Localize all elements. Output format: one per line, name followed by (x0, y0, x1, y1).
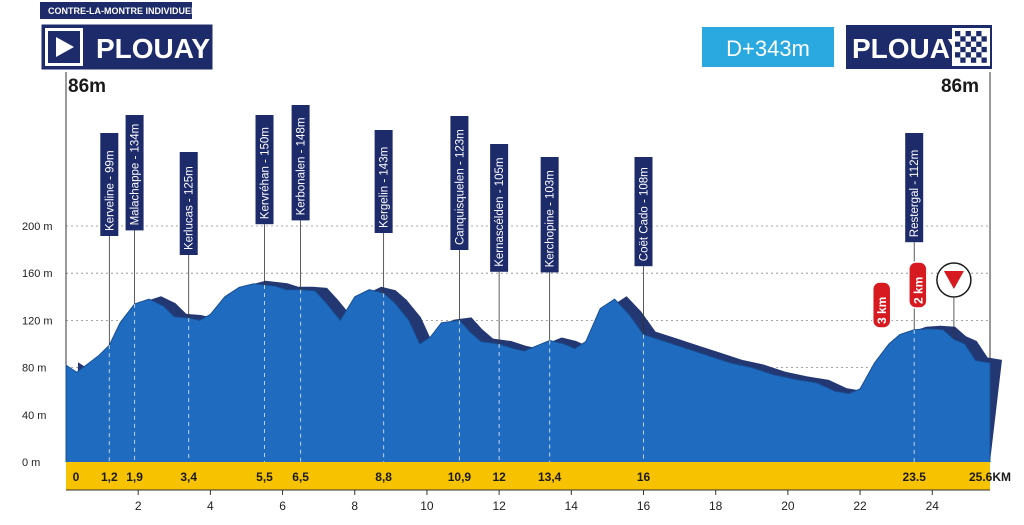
y-tick-label: 160 m (22, 268, 53, 280)
flag-square (976, 31, 982, 37)
flag-square (960, 57, 966, 63)
x-tick-label: 12 (492, 499, 506, 513)
annotation-box (634, 157, 653, 267)
flag-square (970, 46, 977, 53)
annotation-box (125, 115, 144, 231)
play-icon (56, 37, 74, 57)
start-box: PLOUAY (41, 24, 213, 70)
km-markers: 3 km 2 km (871, 261, 972, 340)
start-altitude: 86m (68, 76, 106, 97)
x-tick-label: 4 (207, 499, 214, 513)
flag-square (965, 52, 971, 58)
flag-square (955, 41, 961, 47)
x-tick-label: 14 (565, 499, 579, 513)
km-band-label: 1,9 (126, 470, 143, 484)
x-axis: 2 4 6 8 10 12 14 16 18 20 22 24 (66, 489, 990, 513)
y-axis-labels: 0 m 40 m 80 m 120 m 160 m 200 m (22, 221, 53, 469)
km-band-label: 10,9 (448, 470, 472, 484)
climb-annotations: Kerveline - 99m Malachappe - 134m Kerlucas… (100, 105, 924, 462)
annotation-box (450, 116, 469, 250)
x-tick-label: 16 (637, 499, 651, 513)
flamme-rouge-triangle (943, 271, 964, 289)
annotation-label: Canquisquelen - 123m (454, 129, 466, 245)
annotation-box (179, 152, 198, 255)
km-band-label: 25.6KM (969, 470, 1011, 484)
km-marker-box (908, 261, 928, 309)
annotation-label: Kernascélden - 105m (494, 157, 506, 266)
stage-type-label: CONTRE-LA-MONTRE INDIVIDUEL (48, 6, 197, 16)
annotation-box (255, 115, 274, 225)
flag-square (960, 36, 966, 42)
annotation-label: Kerlucas - 125m (184, 166, 196, 250)
annotation-box (490, 144, 509, 272)
stage-type-banner (40, 2, 192, 19)
flag-square (965, 31, 971, 37)
x-tick-label: 2 (135, 499, 142, 513)
annotation-label: Kerbonalen - 148m (296, 118, 308, 216)
km-band-label: 12 (492, 470, 506, 484)
annotation-label: Coët Cado - 108m (639, 167, 651, 261)
profile-area (66, 283, 990, 462)
start-name: PLOUAY (96, 33, 210, 64)
elevation-profile (65, 280, 1002, 462)
km-band-label: 5,5 (256, 470, 273, 484)
annotation-label: Kervréhan - 150m (260, 127, 272, 219)
profile-outline (65, 283, 991, 462)
flag-square (976, 41, 982, 47)
checkered-flag-icon (955, 31, 987, 63)
flag-square (970, 36, 977, 42)
finish-box: PLOUAY (846, 25, 992, 69)
km-marker-label: 3 km (875, 297, 889, 324)
annotation-box (291, 105, 310, 221)
km-marker-label: 2 km (911, 277, 925, 304)
km-band-label: 13,4 (538, 470, 562, 484)
flag-square (981, 57, 987, 63)
finish-name: PLOUAY (852, 33, 966, 64)
flag-square (960, 46, 966, 53)
flag-square (976, 52, 982, 58)
y-tick-label: 80 m (22, 363, 46, 375)
annotation-box (540, 157, 559, 273)
flag-square (981, 36, 987, 42)
km-band-bar (66, 462, 990, 490)
km-band-label: 23.5 (903, 470, 927, 484)
km-band-label: 0 (73, 470, 80, 484)
x-tick-label: 22 (853, 499, 867, 513)
km-marker-box (871, 281, 892, 329)
annotation-label: Kerchopine - 103m (545, 170, 557, 267)
annotation-label: Malachappe - 134m (130, 124, 142, 226)
x-tick-label: 10 (420, 499, 434, 513)
flag-square (965, 41, 971, 47)
km-band-label: 16 (637, 470, 651, 484)
flag-square (955, 31, 961, 37)
finish-altitude: 86m (941, 76, 979, 97)
flag-square (955, 52, 961, 58)
x-tick-label: 18 (709, 499, 723, 513)
annotation-box (100, 133, 119, 236)
km-band-label: 8,8 (375, 470, 392, 484)
flag-square (981, 46, 987, 53)
x-tick-label: 8 (351, 499, 358, 513)
km-band: 0 1,2 1,9 3,4 5,5 6,5 8,8 10,9 12 13,4 16 23.5 25.6K… (66, 462, 1011, 490)
annotation-label: Kergelin - 143m (379, 147, 391, 228)
km-band-label: 3,4 (180, 470, 197, 484)
y-tick-label: 200 m (22, 221, 53, 233)
x-tick-label: 24 (926, 499, 940, 513)
y-tick-label: 0 m (22, 457, 40, 469)
km-band-label: 1,2 (101, 470, 118, 484)
elevation-gain: D+343m (726, 36, 810, 61)
annotation-box (374, 130, 393, 233)
elevation-gain-box (702, 27, 834, 67)
km-band-label: 6,5 (292, 470, 309, 484)
y-tick-label: 120 m (22, 315, 53, 327)
x-tick-label: 20 (781, 499, 795, 513)
annotation-box (905, 133, 924, 243)
flag-square (970, 57, 977, 63)
annotation-label: Kerveline - 99m (104, 150, 116, 231)
y-tick-label: 40 m (22, 410, 46, 422)
annotation-label: Restergal - 112m (909, 150, 921, 237)
x-tick-label: 6 (279, 499, 286, 513)
